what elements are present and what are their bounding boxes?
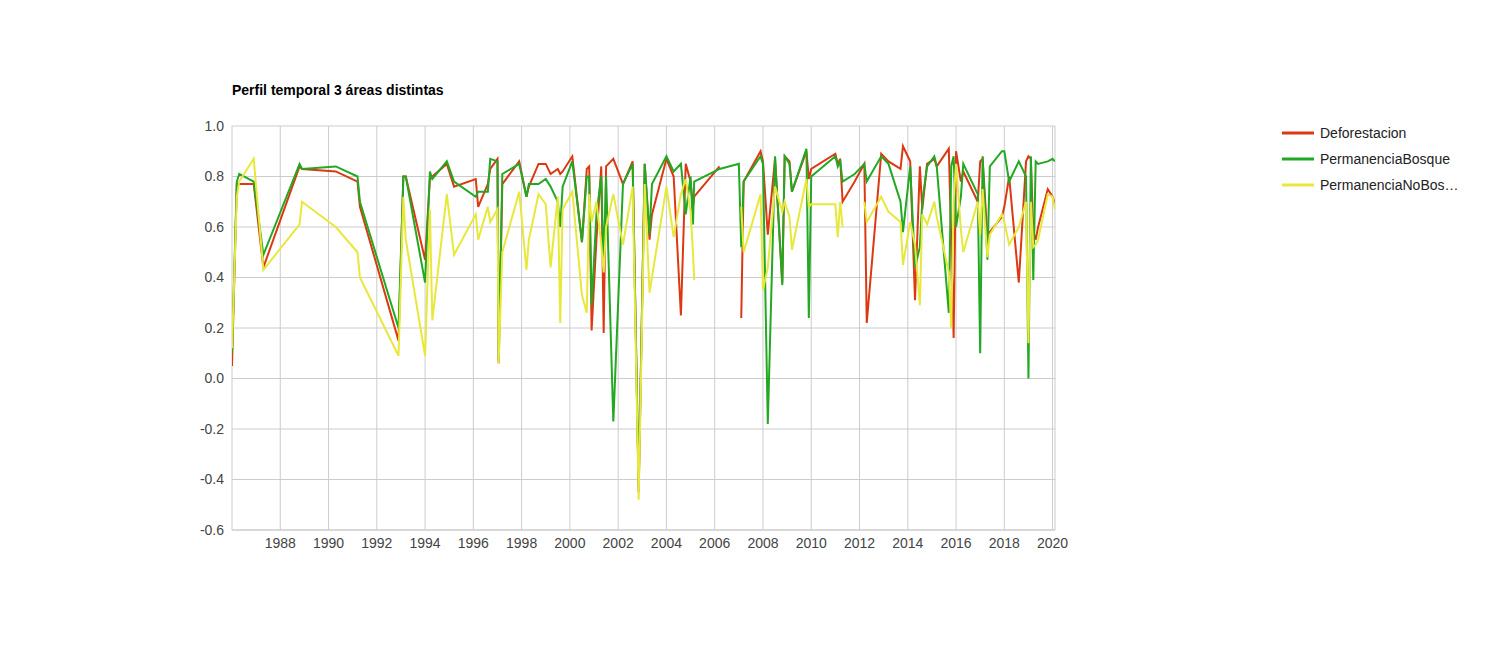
svg-text:2004: 2004 xyxy=(651,535,682,551)
svg-text:1992: 1992 xyxy=(361,535,392,551)
svg-text:2006: 2006 xyxy=(699,535,730,551)
svg-text:2016: 2016 xyxy=(940,535,971,551)
svg-text:2002: 2002 xyxy=(603,535,634,551)
svg-text:1996: 1996 xyxy=(458,535,489,551)
svg-text:0.4: 0.4 xyxy=(205,269,225,285)
svg-text:1.0: 1.0 xyxy=(205,118,225,134)
svg-text:2020: 2020 xyxy=(1037,535,1068,551)
svg-text:0.2: 0.2 xyxy=(205,320,225,336)
html-text:Perfil temporal 3 áreas distin: Perfil temporal 3 áreas distintas xyxy=(232,82,444,98)
svg-text:2008: 2008 xyxy=(747,535,778,551)
svg-text:2018: 2018 xyxy=(989,535,1020,551)
svg-text:0.6: 0.6 xyxy=(205,219,225,235)
svg-text:1988: 1988 xyxy=(265,535,296,551)
svg-text:1990: 1990 xyxy=(313,535,344,551)
svg-text:2000: 2000 xyxy=(554,535,585,551)
svg-text:-0.4: -0.4 xyxy=(200,471,224,487)
svg-text:1994: 1994 xyxy=(410,535,441,551)
html-text:PermanenciaBosque: PermanenciaBosque xyxy=(1320,151,1450,167)
svg-text:2010: 2010 xyxy=(796,535,827,551)
svg-text:0.8: 0.8 xyxy=(205,168,225,184)
html-text:PermanenciaNoBos…: PermanenciaNoBos… xyxy=(1320,177,1459,193)
svg-text:-0.2: -0.2 xyxy=(200,421,224,437)
svg-text:1998: 1998 xyxy=(506,535,537,551)
svg-text:0.0: 0.0 xyxy=(205,370,225,386)
html-text:Deforestacion: Deforestacion xyxy=(1320,125,1407,141)
svg-text:2014: 2014 xyxy=(892,535,923,551)
svg-text:-0.6: -0.6 xyxy=(200,522,224,538)
svg-text:2012: 2012 xyxy=(844,535,875,551)
